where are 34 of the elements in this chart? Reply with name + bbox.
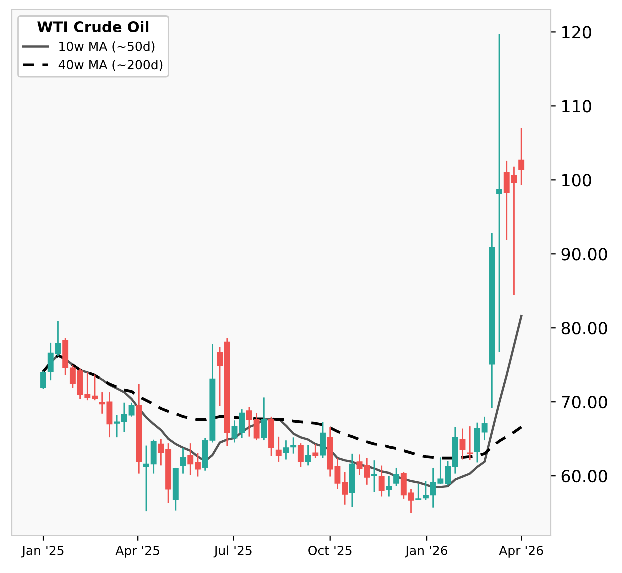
y-tick-label: 60.00: [562, 470, 608, 483]
candlestick: [312, 444, 319, 458]
candlestick: [386, 476, 392, 497]
candlestick: [283, 440, 290, 460]
candlestick: [518, 128, 525, 186]
candlestick: [180, 448, 186, 474]
x-tick-label: Jan '25: [22, 546, 64, 558]
candlestick: [496, 34, 502, 352]
x-tick-label: Jul '25: [214, 546, 252, 558]
y-tick-label: 80.00: [562, 322, 608, 335]
candlestick: [394, 468, 400, 486]
y-tick-label: 90.00: [562, 248, 608, 261]
x-tick-label: Apr '25: [116, 546, 160, 558]
x-tick-label: Apr '26: [499, 546, 544, 558]
candlestick: [261, 398, 268, 441]
candlestick: [320, 422, 326, 458]
candlestick: [372, 460, 378, 492]
legend-label: 10w MA (~50d): [60, 42, 155, 53]
legend-title: WTI Crude Oil: [38, 21, 149, 33]
y-tick-label: 120: [562, 26, 592, 39]
candlestick: [305, 445, 312, 466]
legend-label: 40w MA (~200d): [58, 60, 163, 72]
y-tick-label: 70.00: [562, 396, 608, 409]
x-tick-label: Oct '25: [308, 546, 352, 556]
candlestick: [378, 466, 385, 497]
candlestick: [276, 436, 282, 462]
y-tick-label: 110: [562, 100, 592, 113]
candlestick: [40, 371, 46, 390]
candlestick: [416, 484, 422, 500]
candlestick: [290, 438, 297, 454]
candlestick: [460, 428, 466, 460]
x-tick-label: Jan '26: [405, 546, 448, 558]
candlestick: [298, 444, 304, 468]
y-tick-label: 100: [562, 174, 592, 187]
